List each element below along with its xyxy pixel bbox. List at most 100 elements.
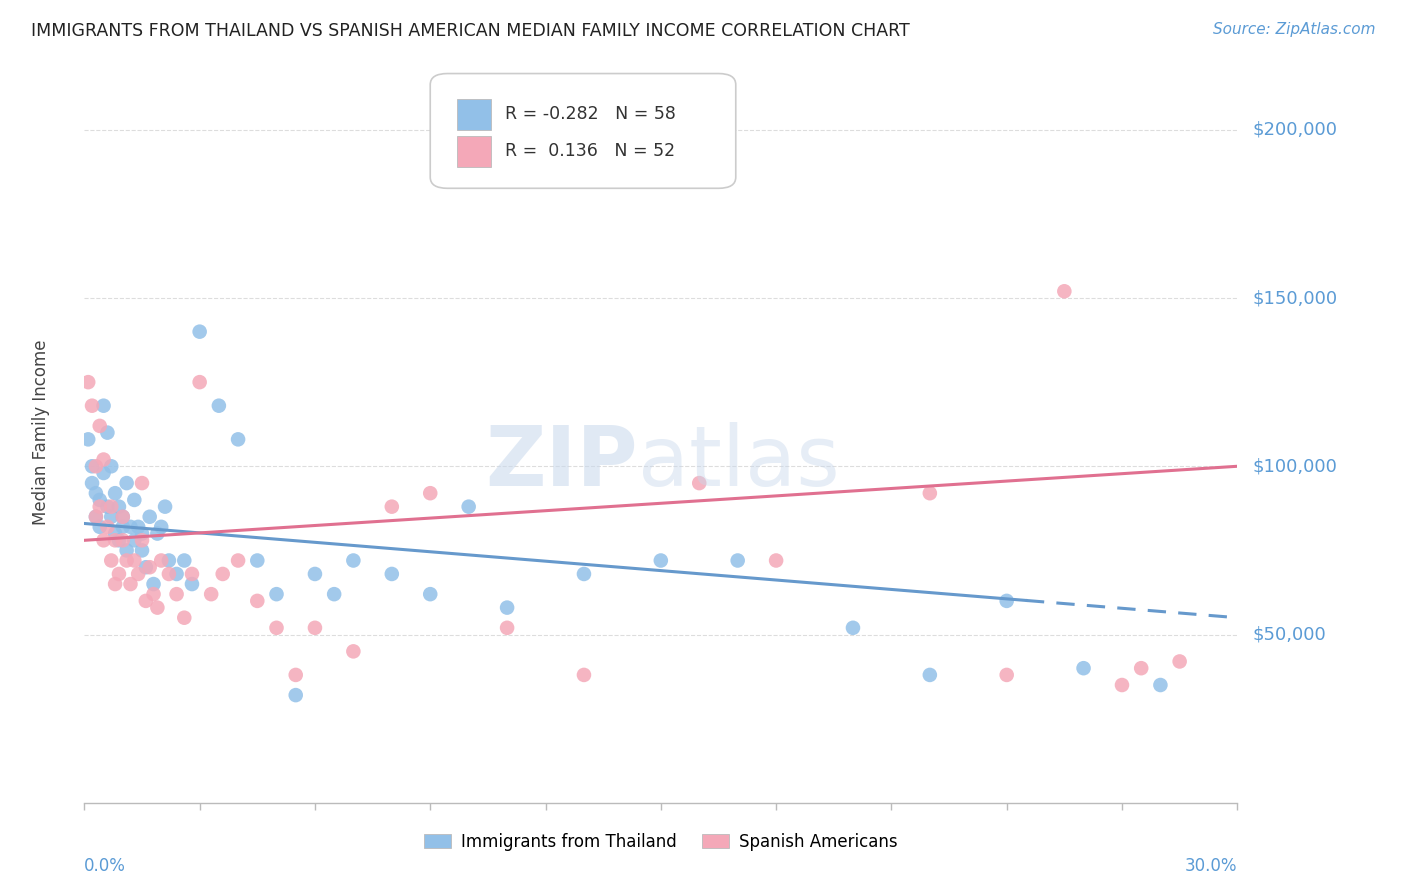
Point bbox=[120, 577, 142, 591]
Point bbox=[131, 526, 153, 541]
Point bbox=[131, 543, 153, 558]
Point bbox=[124, 533, 146, 548]
Point bbox=[80, 476, 103, 491]
Point bbox=[226, 433, 249, 447]
Point bbox=[211, 566, 233, 581]
Point bbox=[342, 553, 364, 567]
Point bbox=[496, 621, 519, 635]
Point bbox=[166, 587, 188, 601]
Point bbox=[181, 577, 204, 591]
Text: 30.0%: 30.0% bbox=[1185, 856, 1237, 875]
Point bbox=[688, 476, 710, 491]
Point bbox=[157, 566, 180, 581]
Point bbox=[342, 644, 364, 658]
Point bbox=[146, 600, 169, 615]
Point bbox=[304, 566, 326, 581]
Point bbox=[153, 500, 176, 514]
Point bbox=[100, 553, 122, 567]
Text: R = -0.282   N = 58: R = -0.282 N = 58 bbox=[505, 105, 676, 123]
Point bbox=[1053, 285, 1076, 299]
Point bbox=[115, 476, 138, 491]
Point bbox=[104, 533, 127, 548]
Point bbox=[381, 500, 404, 514]
Point bbox=[572, 668, 595, 682]
Point bbox=[104, 486, 127, 500]
Point bbox=[157, 553, 180, 567]
Point bbox=[127, 566, 149, 581]
Point bbox=[108, 500, 131, 514]
Point bbox=[246, 594, 269, 608]
Point bbox=[304, 621, 326, 635]
Text: Source: ZipAtlas.com: Source: ZipAtlas.com bbox=[1212, 22, 1375, 37]
Point bbox=[284, 688, 307, 702]
Point bbox=[80, 459, 103, 474]
Point bbox=[131, 533, 153, 548]
Point bbox=[100, 509, 122, 524]
Point bbox=[93, 452, 115, 467]
Point bbox=[77, 375, 100, 389]
Point bbox=[727, 553, 749, 567]
FancyBboxPatch shape bbox=[457, 136, 491, 167]
Point bbox=[77, 433, 100, 447]
Point bbox=[96, 500, 118, 514]
Point bbox=[200, 587, 222, 601]
Point bbox=[84, 459, 107, 474]
Point bbox=[104, 526, 127, 541]
Point bbox=[995, 594, 1018, 608]
Point bbox=[150, 520, 173, 534]
Point bbox=[1149, 678, 1171, 692]
Point bbox=[104, 577, 127, 591]
Point bbox=[80, 399, 103, 413]
Point bbox=[1168, 655, 1191, 669]
Point bbox=[650, 553, 672, 567]
Point bbox=[1130, 661, 1153, 675]
Point bbox=[142, 577, 165, 591]
Point bbox=[131, 476, 153, 491]
Text: $150,000: $150,000 bbox=[1253, 289, 1337, 307]
Text: R =  0.136   N = 52: R = 0.136 N = 52 bbox=[505, 143, 675, 161]
Point bbox=[138, 560, 160, 574]
Point bbox=[181, 566, 204, 581]
Point bbox=[120, 520, 142, 534]
Point bbox=[266, 587, 288, 601]
Text: $100,000: $100,000 bbox=[1253, 458, 1337, 475]
Point bbox=[89, 520, 111, 534]
Point bbox=[284, 668, 307, 682]
Point bbox=[89, 492, 111, 507]
Text: ZIP: ZIP bbox=[485, 422, 638, 503]
Point bbox=[138, 509, 160, 524]
Point bbox=[142, 587, 165, 601]
Point bbox=[100, 500, 122, 514]
Point bbox=[457, 500, 479, 514]
Point bbox=[89, 418, 111, 433]
Point bbox=[100, 459, 122, 474]
Point bbox=[765, 553, 787, 567]
Point bbox=[323, 587, 346, 601]
Text: atlas: atlas bbox=[638, 422, 839, 503]
Point bbox=[150, 553, 173, 567]
Point bbox=[166, 566, 188, 581]
Point bbox=[115, 543, 138, 558]
Point bbox=[572, 566, 595, 581]
Legend: Immigrants from Thailand, Spanish Americans: Immigrants from Thailand, Spanish Americ… bbox=[418, 826, 904, 857]
Point bbox=[995, 668, 1018, 682]
Point bbox=[108, 533, 131, 548]
Point bbox=[226, 553, 249, 567]
Text: $200,000: $200,000 bbox=[1253, 120, 1337, 139]
Point bbox=[111, 509, 134, 524]
Point bbox=[188, 325, 211, 339]
Point bbox=[111, 533, 134, 548]
Point bbox=[173, 553, 195, 567]
Text: $50,000: $50,000 bbox=[1253, 625, 1326, 643]
Point bbox=[93, 466, 115, 480]
Point bbox=[1073, 661, 1095, 675]
Point bbox=[115, 553, 138, 567]
Point bbox=[84, 509, 107, 524]
Point bbox=[108, 566, 131, 581]
Point bbox=[96, 520, 118, 534]
Text: Median Family Income: Median Family Income bbox=[31, 340, 49, 525]
FancyBboxPatch shape bbox=[430, 73, 735, 188]
Point bbox=[266, 621, 288, 635]
Point bbox=[918, 668, 941, 682]
Point bbox=[135, 560, 157, 574]
